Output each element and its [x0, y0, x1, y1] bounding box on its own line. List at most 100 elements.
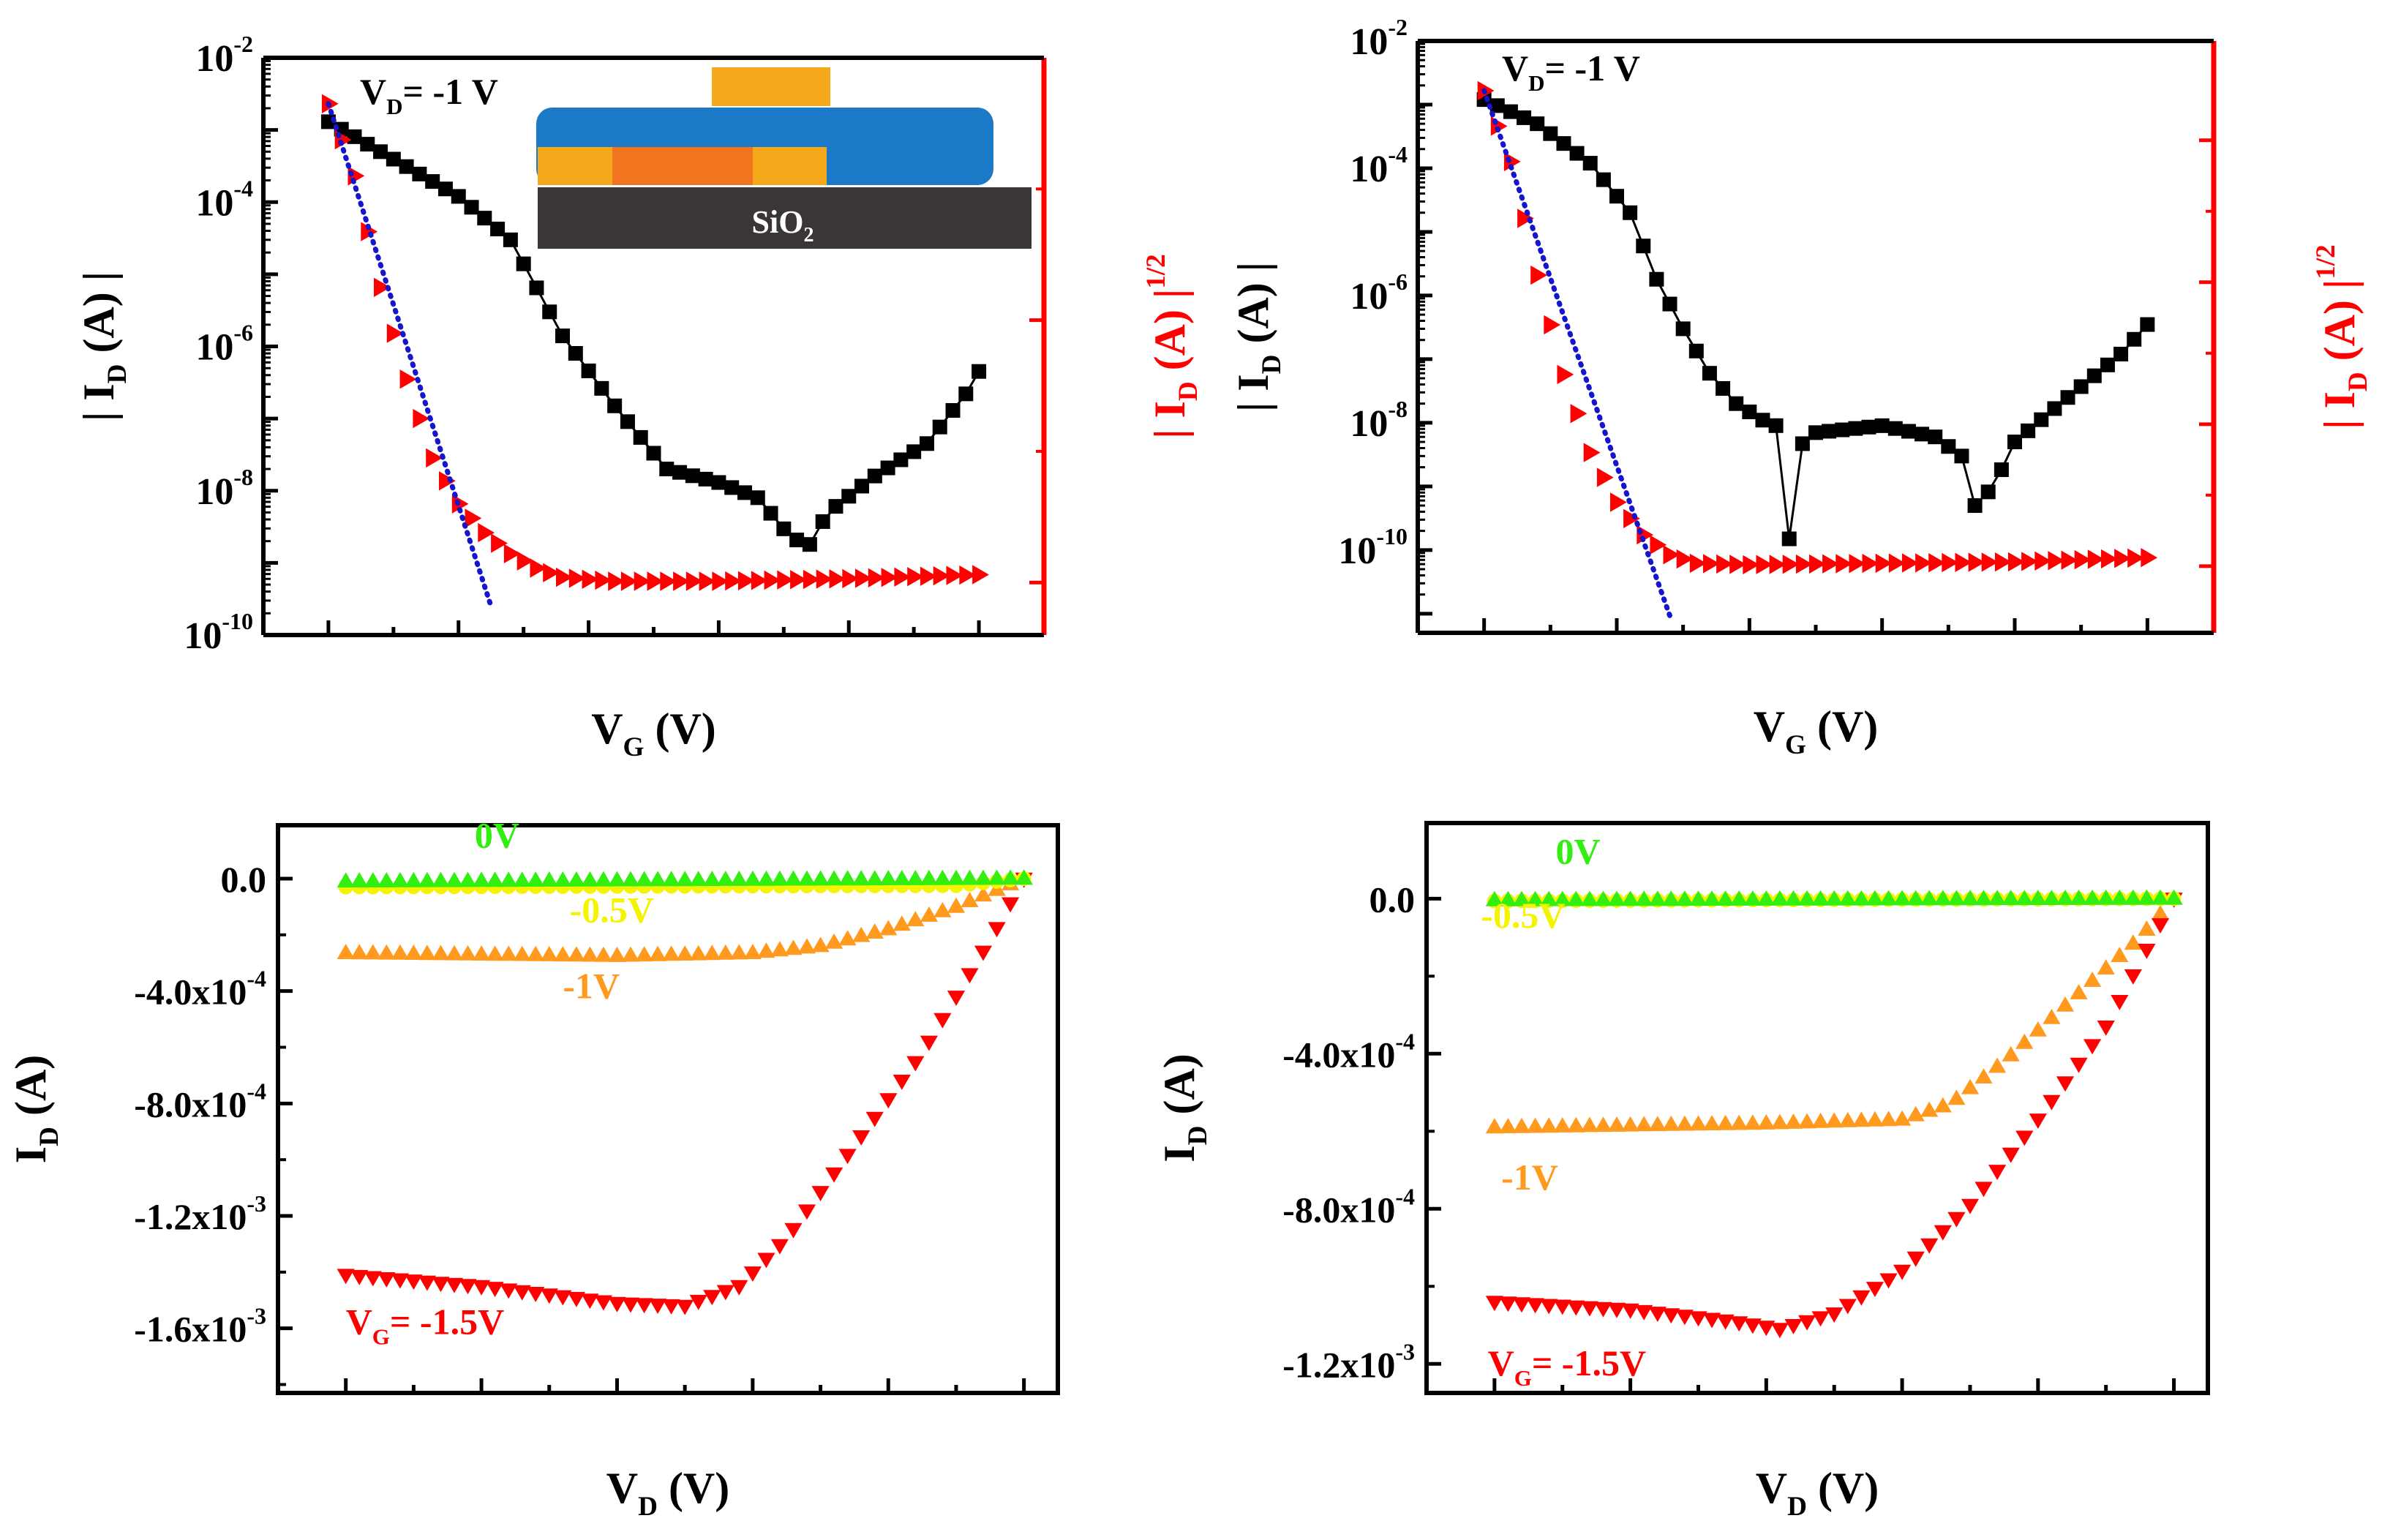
data-point	[945, 403, 961, 418]
data-point	[1825, 1307, 1844, 1323]
y-tick-label: 0.0	[221, 859, 267, 900]
data-point	[1893, 1110, 1912, 1126]
data-point	[1947, 890, 1966, 906]
data-point	[919, 436, 934, 451]
data-point	[712, 571, 729, 591]
data-point	[649, 945, 667, 961]
data-point	[1580, 1116, 1598, 1133]
data-point	[743, 944, 762, 959]
data-point	[1567, 890, 1585, 906]
data-point	[1526, 1117, 1544, 1133]
data-point	[2111, 947, 2129, 962]
data-point	[1675, 1115, 1694, 1131]
data-point	[1503, 104, 1518, 119]
data-point	[1915, 427, 1930, 442]
data-point	[530, 558, 547, 578]
data-point	[1730, 890, 1748, 906]
data-point	[2056, 996, 2075, 1012]
x-axis-label: VG (V)	[1754, 702, 1879, 760]
data-point	[1635, 1116, 1653, 1132]
data-point	[432, 1277, 450, 1293]
data-point	[582, 569, 599, 589]
data-point	[2151, 889, 2170, 905]
y-tick-label: 10-8	[1350, 396, 1408, 445]
data-point	[374, 277, 391, 297]
data-point	[770, 941, 789, 957]
data-point	[947, 897, 966, 913]
data-point	[1635, 890, 1653, 906]
data-point	[1648, 1307, 1667, 1322]
data-point	[743, 1266, 762, 1282]
data-point	[784, 870, 803, 886]
data-point	[337, 944, 355, 959]
data-point	[974, 945, 993, 961]
data-point	[608, 871, 626, 887]
data-point	[439, 471, 456, 491]
data-point	[1742, 404, 1757, 419]
data-point	[1580, 1301, 1598, 1317]
data-point	[2138, 889, 2156, 905]
data-point	[716, 871, 734, 886]
data-point	[608, 947, 626, 962]
data-point	[1920, 1238, 1939, 1254]
data-point	[906, 1056, 925, 1072]
data-point	[1743, 1318, 1762, 1334]
data-point	[1594, 890, 1612, 906]
data-point	[1988, 890, 2007, 906]
data-point	[594, 871, 612, 887]
series-vg-1V	[337, 869, 1033, 962]
data-point	[1675, 1310, 1694, 1326]
data-point	[413, 408, 430, 429]
data-point	[554, 1290, 572, 1306]
series-sqrt-id	[1477, 80, 2158, 575]
data-point	[2029, 890, 2047, 905]
data-point	[972, 565, 989, 585]
data-point	[1755, 413, 1770, 428]
data-point	[1526, 890, 1544, 906]
data-point	[829, 569, 846, 589]
data-point	[1489, 98, 1505, 113]
data-point	[716, 1285, 734, 1301]
data-point	[689, 871, 707, 887]
panel-a: 10-2 10-4 10-6 10-8 10-10 VG (V) | ID (A) | | I…	[75, 31, 1203, 762]
data-point	[473, 945, 491, 961]
data-point	[337, 872, 355, 888]
y-tick-label: 10-8	[195, 464, 253, 513]
data-point	[1838, 1111, 1857, 1127]
data-point	[2084, 1039, 2102, 1055]
data-point	[465, 508, 482, 528]
data-point	[1980, 484, 1996, 500]
data-point	[445, 944, 464, 961]
plot-frame	[1424, 821, 2210, 1395]
data-point	[2124, 934, 2142, 950]
data-point	[635, 946, 653, 962]
data-point	[972, 364, 987, 379]
data-point	[1893, 1264, 1912, 1280]
gate-au	[712, 67, 830, 106]
data-point	[1809, 554, 1826, 574]
data-point	[660, 571, 677, 591]
data-point	[2124, 969, 2142, 985]
data-point	[337, 1269, 355, 1285]
panel-d: 0.0 -4.0x10-4 -8.0x10-4 -1.2x10-3 VD (V) ID (…	[1155, 821, 2210, 1522]
data-point	[2113, 347, 2129, 362]
data-point	[2048, 551, 2065, 571]
data-point	[764, 570, 781, 590]
y-axis-label: ID (A)	[7, 1055, 64, 1164]
data-point	[1557, 364, 1574, 385]
data-point	[1974, 1068, 1993, 1083]
data-point	[473, 871, 491, 887]
device-schematic-inset: SiO2	[536, 67, 1032, 249]
data-point	[1716, 380, 1731, 396]
data-point	[1540, 1299, 1558, 1315]
data-point	[958, 386, 974, 402]
data-point	[2056, 890, 2075, 905]
data-point	[1769, 555, 1786, 574]
data-point	[825, 870, 843, 886]
data-point	[2097, 959, 2115, 974]
data-point	[1934, 1097, 1952, 1113]
data-point	[959, 565, 977, 585]
data-point	[1852, 890, 1871, 906]
data-point	[540, 946, 558, 961]
data-point	[974, 886, 993, 902]
